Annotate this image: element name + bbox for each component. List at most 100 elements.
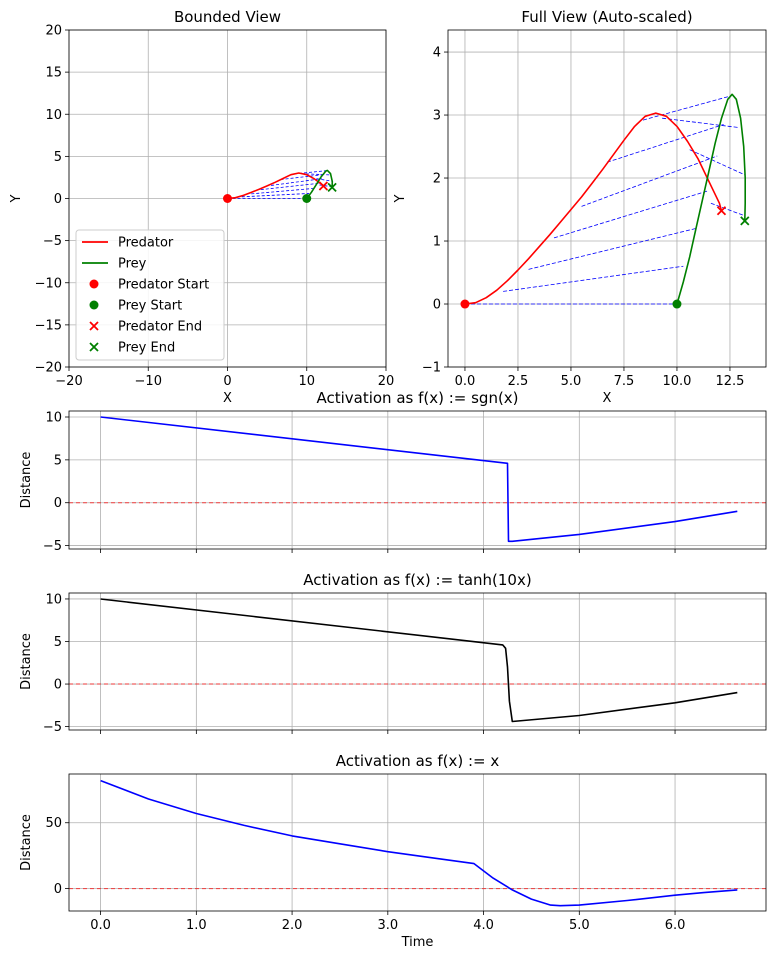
connection-line <box>251 187 314 195</box>
legend-label: Prey End <box>118 341 175 356</box>
predator-trajectory <box>464 112 723 305</box>
y-tick-label: 5 <box>54 150 62 165</box>
x-tick-label: 0.0 <box>90 918 111 933</box>
y-tick-label: 2 <box>433 172 441 187</box>
x-tick-label: 7.5 <box>614 374 635 389</box>
prey-start-marker <box>672 299 682 309</box>
distance-series <box>100 598 738 723</box>
x-tick-label: 0.0 <box>455 374 476 389</box>
y-tick-label: 0 <box>54 496 62 511</box>
y-tick-label: −5 <box>43 720 62 735</box>
y-tick-label: −5 <box>43 234 62 249</box>
x-tick-label: 1.0 <box>186 918 207 933</box>
legend-label: Predator Start <box>118 278 209 293</box>
distance-series <box>100 416 738 543</box>
y-tick-label: 0 <box>54 678 62 693</box>
legend-x-swatch <box>89 321 99 331</box>
y-axis-label: Y <box>9 194 24 203</box>
predator-trajectory <box>227 172 325 200</box>
connection-line <box>581 155 718 207</box>
x-tick-label: 4.0 <box>473 918 494 933</box>
connection-line <box>710 202 745 217</box>
x-tick-label: 20 <box>378 374 395 389</box>
x-tick-label: 2.0 <box>282 918 303 933</box>
axes-frame <box>68 29 387 368</box>
y-tick-label: 50 <box>45 816 62 831</box>
x-tick-label: 3.0 <box>377 918 398 933</box>
y-tick-label: 0 <box>54 882 62 897</box>
y-axis-label: Distance <box>19 452 34 509</box>
connection-line <box>689 149 745 176</box>
connection-line <box>528 228 697 270</box>
y-tick-label: 3 <box>433 109 441 124</box>
y-tick-label: 5 <box>54 635 62 650</box>
legend-box <box>75 229 225 361</box>
legend-x-swatch <box>89 342 99 352</box>
x-axis-label: X <box>603 391 612 406</box>
x-tick-label: 5.0 <box>569 918 590 933</box>
legend-label: Predator <box>118 236 174 251</box>
predator-start-marker <box>460 299 470 309</box>
y-tick-label: −15 <box>35 318 62 333</box>
connection-line <box>241 193 310 198</box>
connection-line <box>271 178 322 186</box>
connection-line <box>642 95 731 121</box>
y-tick-label: 0 <box>54 192 62 207</box>
chart-title: Activation as f(x) := sgn(x) <box>316 389 518 407</box>
legend-label: Prey <box>118 257 147 272</box>
axes-frame <box>447 29 767 368</box>
axes-frame <box>68 773 767 912</box>
chart-title: Bounded View <box>174 8 281 26</box>
connection-line <box>606 124 724 163</box>
x-tick-label: 10 <box>298 374 315 389</box>
legend-label: Predator End <box>118 320 202 335</box>
prey-end-marker <box>327 182 337 193</box>
x-tick-label: 6.0 <box>665 918 686 933</box>
y-axis-label: Distance <box>19 814 34 871</box>
connection-line <box>662 117 740 129</box>
y-axis-label: Y <box>393 194 408 203</box>
y-tick-label: 20 <box>45 24 62 39</box>
x-tick-label: 10.0 <box>662 374 691 389</box>
distance-series <box>100 779 738 907</box>
connection-line <box>503 265 684 292</box>
y-tick-label: 5 <box>54 453 62 468</box>
y-tick-label: −20 <box>35 361 62 376</box>
prey-trajectory <box>676 93 747 305</box>
x-axis-label: X <box>223 391 232 406</box>
predator-start-marker <box>223 194 232 203</box>
y-tick-label: 0 <box>433 298 441 313</box>
predator-end-marker <box>716 206 727 216</box>
x-tick-label: 5.0 <box>561 374 582 389</box>
x-axis-label: Time <box>401 935 434 950</box>
y-axis-label: Distance <box>19 633 34 690</box>
x-tick-label: 12.5 <box>715 374 744 389</box>
y-tick-label: −1 <box>422 361 441 376</box>
x-tick-label: −10 <box>135 374 162 389</box>
y-tick-label: 4 <box>433 46 441 61</box>
legend-dot-swatch <box>89 300 99 310</box>
predator-end-marker <box>318 181 329 191</box>
x-tick-label: 2.5 <box>508 374 529 389</box>
x-tick-label: −20 <box>55 374 82 389</box>
legend-dot-swatch <box>89 279 99 289</box>
axes-frame <box>68 410 767 550</box>
prey-start-marker <box>302 194 312 203</box>
y-tick-label: 15 <box>45 66 62 81</box>
y-tick-label: 1 <box>433 235 441 250</box>
y-tick-label: 10 <box>45 108 62 123</box>
prey-trajectory <box>306 169 334 199</box>
legend-label: Prey Start <box>118 299 182 314</box>
y-tick-label: −10 <box>35 276 62 291</box>
x-tick-label: 0 <box>223 374 231 389</box>
prey-end-marker <box>740 216 750 226</box>
connection-line <box>311 177 333 182</box>
chart-title: Activation as f(x) := x <box>336 752 500 770</box>
axes-frame <box>68 592 767 731</box>
connection-line <box>553 190 709 239</box>
connection-line <box>280 174 325 180</box>
chart-title: Full View (Auto-scaled) <box>521 8 692 26</box>
y-tick-label: 10 <box>45 592 62 607</box>
y-tick-label: −5 <box>43 539 62 554</box>
